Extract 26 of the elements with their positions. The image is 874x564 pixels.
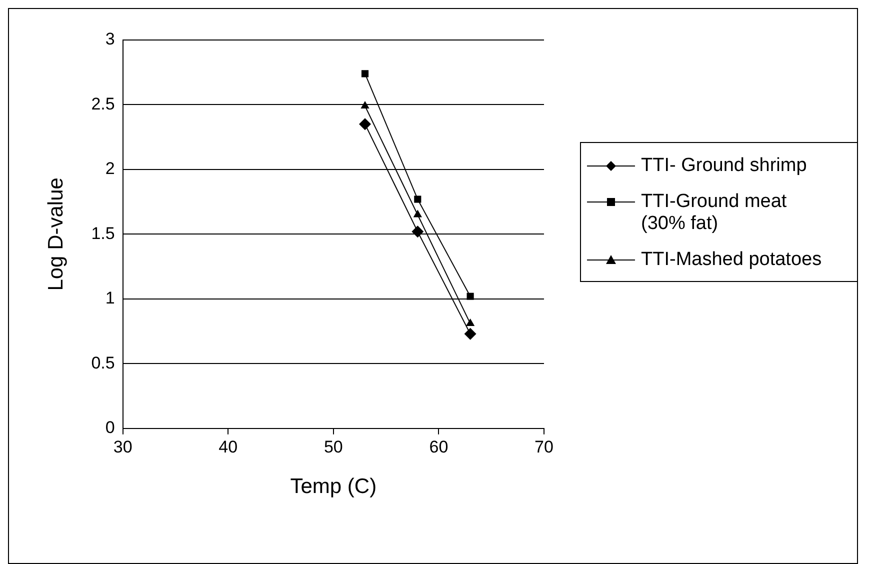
point — [359, 118, 372, 130]
y-tick-label: 0 — [105, 418, 115, 438]
x-tick-label: 30 — [113, 437, 132, 456]
y-tick-label: 1.5 — [91, 224, 115, 243]
point — [412, 226, 424, 238]
point — [360, 101, 370, 109]
legend-label: TTI-Mashed potatoes — [641, 249, 823, 271]
y-tick-label: 1 — [105, 288, 115, 308]
point — [466, 318, 475, 326]
point — [413, 210, 422, 218]
point — [464, 328, 476, 340]
point — [466, 292, 474, 300]
point — [361, 70, 369, 78]
legend-label: TTI-Ground meat (30% fat) — [641, 191, 788, 235]
x-tick-label: 70 — [534, 437, 554, 456]
x-tick-label: 40 — [218, 437, 238, 456]
y-tick-label: 2.5 — [91, 94, 115, 114]
y-axis-title: Log D-value — [44, 178, 68, 291]
point — [414, 196, 422, 203]
x-axis-title: Temp (C) — [290, 475, 377, 498]
y-tick-label: 3 — [105, 30, 115, 49]
legend-label: TTI- Ground shrimp — [641, 155, 808, 177]
y-tick-label: 0.5 — [91, 353, 115, 372]
x-tick-label: 50 — [324, 437, 343, 456]
y-tick-label: 2 — [105, 159, 115, 178]
x-tick-label: 60 — [429, 437, 448, 456]
